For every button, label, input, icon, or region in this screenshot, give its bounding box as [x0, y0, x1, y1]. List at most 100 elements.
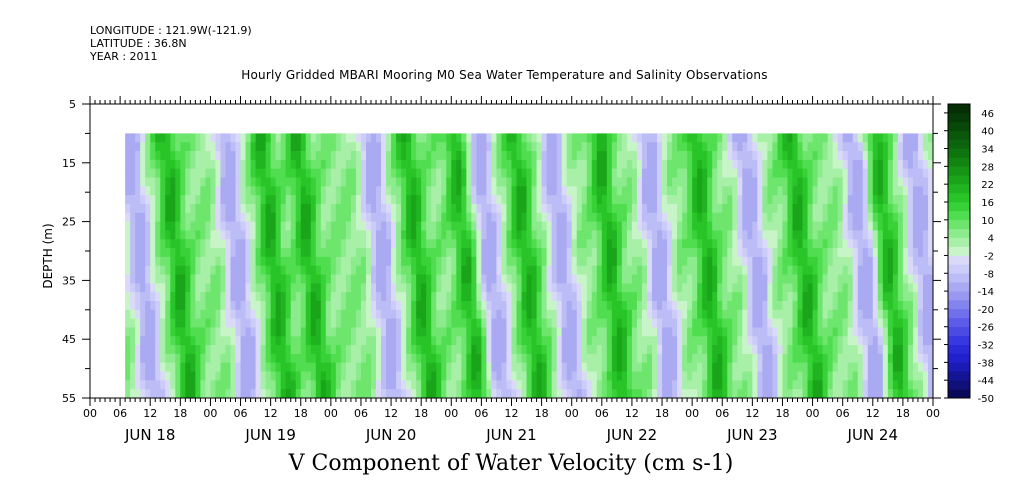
- heatmap-cell: [566, 230, 573, 240]
- heatmap-cell: [752, 230, 758, 240]
- heatmap-cell: [767, 212, 773, 222]
- heatmap-cell: [616, 159, 623, 170]
- heatmap-cell: [165, 230, 171, 240]
- heatmap-cell: [857, 230, 864, 240]
- heatmap-cell: [310, 151, 317, 161]
- heatmap-cell: [902, 300, 909, 311]
- heatmap-cell: [496, 203, 502, 214]
- heatmap-cell: [892, 151, 899, 161]
- heatmap-cell: [907, 371, 914, 381]
- heatmap-cell: [767, 380, 773, 390]
- heatmap-cell: [586, 248, 593, 258]
- heatmap-cell: [250, 353, 256, 364]
- heatmap-cell: [245, 221, 251, 231]
- heatmap-cell: [662, 327, 668, 337]
- heatmap-cell: [381, 177, 387, 187]
- heatmap-cell: [150, 327, 156, 337]
- heatmap-cell: [365, 221, 372, 231]
- heatmap-cell: [792, 239, 798, 249]
- heatmap-cell: [170, 283, 176, 293]
- heatmap-cell: [125, 327, 131, 337]
- heatmap-cell: [340, 353, 347, 364]
- heatmap-cell: [245, 389, 251, 399]
- heatmap-cell: [180, 292, 186, 302]
- heatmap-cell: [305, 142, 312, 152]
- heatmap-cell: [852, 195, 859, 205]
- heatmap-cell: [381, 318, 387, 328]
- heatmap-cell: [335, 248, 342, 258]
- heatmap-cell: [471, 168, 477, 178]
- heatmap-cell: [461, 142, 467, 152]
- heatmap-cell: [777, 248, 783, 258]
- heatmap-cell: [270, 195, 277, 205]
- heatmap-cell: [270, 256, 277, 267]
- heatmap-cell: [386, 371, 392, 381]
- heatmap-cell: [551, 186, 558, 196]
- heatmap-cell: [240, 265, 246, 275]
- heatmap-cell: [451, 186, 457, 196]
- heatmap-cell: [185, 256, 191, 267]
- heatmap-cell: [867, 186, 874, 196]
- heatmap-cell: [892, 186, 899, 196]
- heatmap-cell: [561, 212, 568, 222]
- heatmap-cell: [767, 283, 773, 293]
- heatmap-cell: [130, 212, 136, 222]
- heatmap-cell: [692, 327, 698, 337]
- heatmap-cell: [150, 248, 156, 258]
- heatmap-cell: [832, 142, 839, 152]
- heatmap-cell: [145, 283, 151, 293]
- heatmap-cell: [912, 159, 919, 170]
- heatmap-cell: [386, 362, 392, 372]
- heatmap-cell: [897, 300, 904, 311]
- heatmap-cell: [135, 265, 141, 275]
- heatmap-cell: [677, 133, 683, 143]
- heatmap-cell: [180, 195, 186, 205]
- heatmap-cell: [320, 221, 327, 231]
- heatmap-cell: [225, 248, 231, 258]
- heatmap-cell: [300, 345, 307, 355]
- heatmap-cell: [702, 256, 708, 267]
- heatmap-cell: [536, 177, 543, 187]
- heatmap-cell: [667, 221, 673, 231]
- heatmap-cell: [546, 168, 553, 178]
- heatmap-cell: [170, 327, 176, 337]
- heatmap-cell: [140, 195, 146, 205]
- heatmap-cell: [240, 195, 246, 205]
- heatmap-cell: [401, 151, 407, 161]
- heatmap-cell: [456, 274, 462, 284]
- heatmap-cell: [872, 309, 879, 320]
- heatmap-cell: [340, 248, 347, 258]
- heatmap-cell: [752, 151, 758, 161]
- heatmap-cell: [782, 221, 788, 231]
- heatmap-cell: [586, 168, 593, 178]
- heatmap-cell: [225, 212, 231, 222]
- heatmap-cell: [145, 168, 151, 178]
- heatmap-cell: [556, 221, 563, 231]
- heatmap-cell: [200, 159, 206, 170]
- heatmap-cell: [601, 256, 608, 267]
- heatmap-cell: [922, 300, 929, 311]
- heatmap-cell: [827, 380, 834, 390]
- heatmap-cell: [486, 345, 492, 355]
- heatmap-cell: [531, 142, 537, 152]
- heatmap-cell: [416, 133, 422, 143]
- heatmap-cell: [496, 239, 502, 249]
- heatmap-cell: [431, 133, 437, 143]
- heatmap-cell: [275, 283, 282, 293]
- heatmap-cell: [837, 186, 844, 196]
- heatmap-cell: [200, 239, 206, 249]
- heatmap-cell: [491, 203, 497, 214]
- heatmap-cell: [235, 380, 241, 390]
- heatmap-cell: [345, 318, 352, 328]
- heatmap-cell: [290, 177, 297, 187]
- heatmap-cell: [170, 336, 176, 346]
- heatmap-cell: [677, 309, 683, 320]
- heatmap-cell: [521, 230, 527, 240]
- heatmap-cell: [225, 133, 231, 143]
- heatmap-cell: [667, 212, 673, 222]
- heatmap-cell: [571, 283, 578, 293]
- heatmap-cell: [511, 186, 517, 196]
- heatmap-cell: [541, 300, 548, 311]
- heatmap-cell: [812, 345, 818, 355]
- heatmap-cell: [707, 203, 713, 214]
